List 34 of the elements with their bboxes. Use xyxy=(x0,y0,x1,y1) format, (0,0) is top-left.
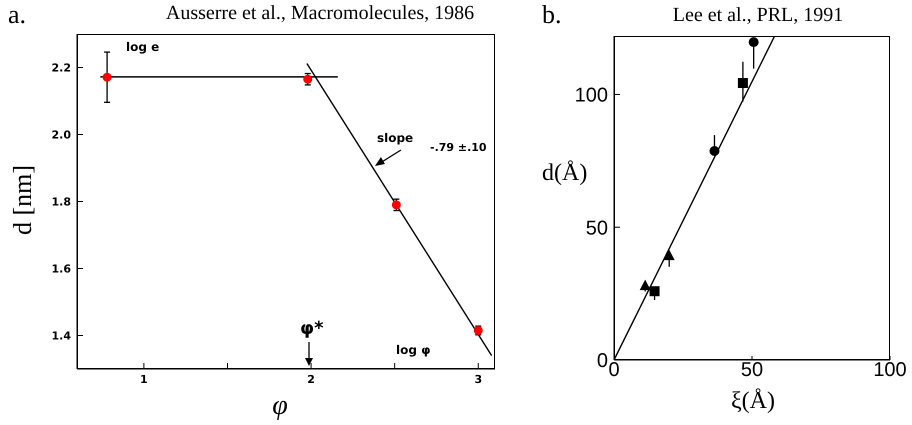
x-axis-title: φ xyxy=(271,390,289,422)
chart-title: Lee et al., PRL, 1991 xyxy=(672,4,844,27)
point xyxy=(640,280,651,290)
x-tick-label: 3 xyxy=(474,372,482,386)
text: a. xyxy=(8,0,26,30)
y-tick-label: 1.4 xyxy=(52,329,72,342)
y-axis-title: d [nm] xyxy=(8,164,38,236)
point xyxy=(650,286,660,296)
annotation: φ* xyxy=(300,318,324,339)
annotation: log e xyxy=(126,40,160,54)
point xyxy=(709,146,720,156)
annotation: log φ xyxy=(396,343,431,357)
y-tick-label: 1.8 xyxy=(52,195,71,208)
x-tick-label: 50 xyxy=(740,359,764,382)
point xyxy=(664,250,675,260)
x-tick-label: 100 xyxy=(873,359,907,382)
annotation: slope xyxy=(376,131,414,145)
y-tick-label: 2.0 xyxy=(52,128,72,142)
y-tick-label: 50 xyxy=(586,217,608,240)
point xyxy=(738,78,748,88)
chart-title: Ausserre et al., Macromolecules, 1986 xyxy=(164,2,476,25)
x-tick-label: 2 xyxy=(307,372,315,386)
x-axis-title: ξ(Å) xyxy=(730,388,776,415)
text: b. xyxy=(542,0,562,30)
point xyxy=(303,74,312,84)
y-tick-label: 100 xyxy=(574,84,608,107)
x-tick-label: 1 xyxy=(140,372,148,386)
point xyxy=(102,72,112,82)
annotation: -.79 ±.10 xyxy=(430,141,487,154)
y-tick-label: 2.2 xyxy=(52,61,71,74)
point xyxy=(748,37,759,48)
y-axis-title: d(Å) xyxy=(542,160,588,187)
point xyxy=(392,200,401,210)
y-tick-label: 1.6 xyxy=(52,262,72,276)
